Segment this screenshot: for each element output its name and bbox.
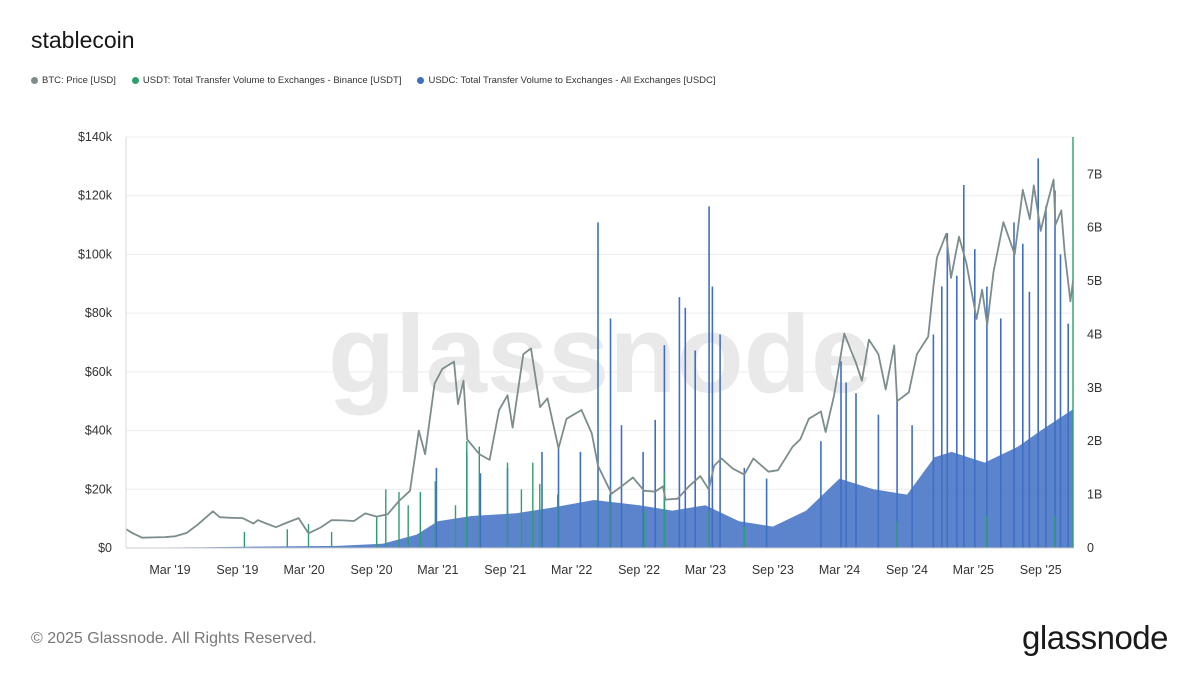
x-tick-label: Sep '21 xyxy=(484,563,526,577)
copyright-text: © 2025 Glassnode. All Rights Reserved. xyxy=(31,630,317,647)
legend-dot-usdc xyxy=(417,77,425,84)
y-right-tick-label: 0 xyxy=(1087,541,1094,555)
y-right-tick-label: 5B xyxy=(1087,274,1102,288)
x-tick-label: Sep '19 xyxy=(216,563,258,577)
y-left-tick-label: $40k xyxy=(85,424,113,438)
x-tick-label: Mar '25 xyxy=(953,563,994,577)
axes: $0 $20k $40k $60k $80k $100k $120k $140k 0 1B 2B 3B… xyxy=(78,130,1102,577)
legend-label-usdt: USDT: Total Transfer Volume to Exchanges… xyxy=(142,75,402,86)
glassnode-logo[interactable]: glassnode xyxy=(1022,619,1168,656)
y-left-tick-label: $20k xyxy=(85,482,113,496)
y-left-tick-label: $60k xyxy=(85,365,113,379)
y-right-tick-label: 7B xyxy=(1087,167,1102,181)
btc-series xyxy=(125,178,1074,539)
x-tick-label: Sep '22 xyxy=(618,563,660,577)
usdc-volume-band xyxy=(126,409,1073,548)
btc-price-line xyxy=(125,178,1074,539)
y-left-tick-label: $80k xyxy=(85,306,113,320)
x-tick-label: Mar '21 xyxy=(417,563,458,577)
x-tick-label: Sep '24 xyxy=(886,563,928,577)
y-right-tick-label: 3B xyxy=(1087,381,1102,395)
y-left-tick-label: $100k xyxy=(78,247,113,261)
x-tick-label: Mar '23 xyxy=(685,563,726,577)
chart-plot: glassnode $0 $20k $40k $60k $80k $100k $120k $1… xyxy=(78,130,1102,577)
legend-item-btc[interactable]: BTC: Price [USD] xyxy=(31,75,116,86)
gridlines xyxy=(126,136,1073,490)
legend-item-usdt[interactable]: USDT: Total Transfer Volume to Exchanges… xyxy=(131,75,402,86)
legend-item-usdc[interactable]: USDC: Total Transfer Volume to Exchanges… xyxy=(417,75,716,86)
y-left-tick-label: $140k xyxy=(78,130,113,144)
x-tick-label: Mar '19 xyxy=(149,563,190,577)
usdt-series xyxy=(243,137,1074,548)
legend-dot-usdt xyxy=(131,77,139,84)
y-left-tick-label: $0 xyxy=(98,541,112,555)
watermark-text: glassnode xyxy=(328,293,872,416)
usdc-series xyxy=(126,158,1073,548)
y-right-tick-label: 2B xyxy=(1087,434,1102,448)
x-tick-label: Mar '24 xyxy=(819,563,860,577)
x-tick-label: Sep '20 xyxy=(351,563,393,577)
y-right-tick-label: 4B xyxy=(1087,327,1102,341)
legend-label-btc: BTC: Price [USD] xyxy=(42,75,116,86)
x-tick-label: Sep '23 xyxy=(752,563,794,577)
x-tick-label: Mar '20 xyxy=(283,563,324,577)
x-tick-label: Mar '22 xyxy=(551,563,592,577)
x-tick-label: Sep '25 xyxy=(1020,563,1062,577)
chart-title: stablecoin xyxy=(31,27,135,53)
y-right-tick-label: 1B xyxy=(1087,488,1102,502)
y-left-tick-label: $120k xyxy=(78,189,113,203)
legend-label-usdc: USDC: Total Transfer Volume to Exchanges… xyxy=(428,75,716,86)
y-right-tick-label: 6B xyxy=(1087,221,1102,235)
legend-dot-btc xyxy=(31,77,38,84)
legend: BTC: Price [USD] USDT: Total Transfer Vo… xyxy=(31,75,716,86)
